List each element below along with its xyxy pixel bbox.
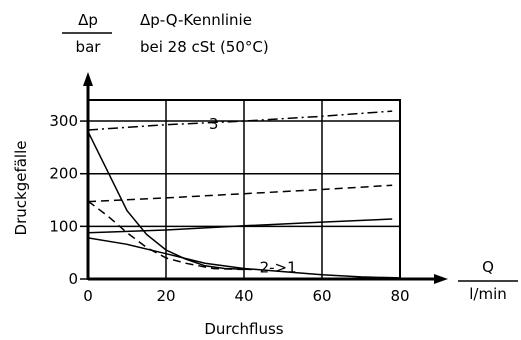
x-tick-label: 0	[83, 287, 93, 305]
x-tick-label: 20	[156, 287, 175, 305]
series-line	[87, 218, 393, 234]
series-line	[87, 131, 252, 271]
series-line	[87, 237, 401, 279]
x-axis-label: Durchfluss	[204, 320, 283, 338]
x-tick-label: 60	[312, 287, 331, 305]
plot-area: 0 100 200 300 0 20 40 60 80 3 2->1	[49, 72, 448, 305]
x-tick-label: 40	[234, 287, 253, 305]
series-line	[87, 200, 245, 271]
y-axis-label: Druckgefälle	[12, 141, 30, 236]
y-tick-label: 200	[49, 165, 78, 183]
y-unit-numerator: Δp	[78, 11, 98, 29]
y-tick-label: 100	[49, 217, 78, 235]
chart-subtitle: bei 28 cSt (50°C)	[140, 38, 269, 56]
y-axis-arrowhead	[83, 72, 93, 86]
x-unit-numerator: Q	[482, 258, 494, 276]
y-unit-denominator: bar	[76, 38, 102, 56]
x-tick-label: 80	[390, 287, 409, 305]
annotation: 3	[209, 115, 219, 133]
y-tick-label: 0	[68, 270, 78, 288]
chart-title: Δp-Q-Kennlinie	[140, 11, 252, 29]
x-unit-denominator: l/min	[469, 285, 507, 303]
series-line	[87, 184, 393, 203]
annotation: 2->1	[260, 259, 297, 277]
y-tick-label: 300	[49, 112, 78, 130]
x-axis-arrowhead	[434, 274, 448, 284]
